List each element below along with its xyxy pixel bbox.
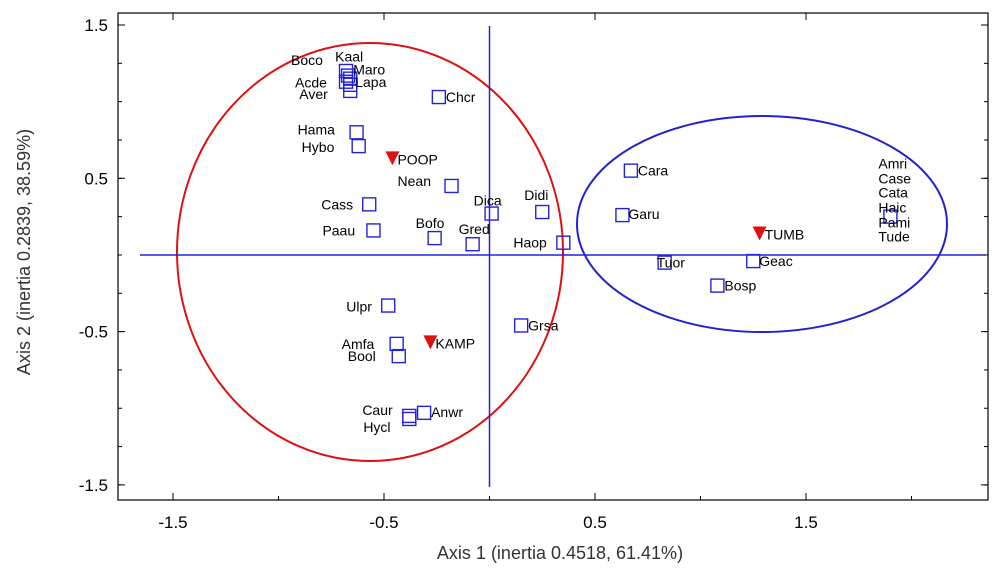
point-marker xyxy=(391,348,406,364)
point-marker xyxy=(484,206,499,221)
point-marker xyxy=(615,207,630,223)
point-marker xyxy=(535,204,550,220)
point-label: Bosp xyxy=(724,278,756,294)
point-label: Amfa xyxy=(342,336,375,352)
axis-ticks: -1.5-0.50.51.52.51.50.5-0.5-1.5 xyxy=(79,13,1006,532)
point-label: Caur xyxy=(362,402,393,418)
plot-frame xyxy=(117,12,989,501)
point-label: Maro xyxy=(353,62,385,78)
point-marker xyxy=(366,223,381,238)
point-label: Haop xyxy=(513,235,547,251)
point-marker xyxy=(351,138,366,154)
point-label: Gred xyxy=(459,221,490,237)
point-label: Garu xyxy=(628,206,659,222)
data-points xyxy=(338,63,898,427)
point-label: Grsa xyxy=(528,317,559,333)
y-tick-label: -0.5 xyxy=(79,323,108,342)
point-marker xyxy=(710,278,725,293)
point-label: Nean xyxy=(398,173,431,189)
y-tick-label: 1.5 xyxy=(84,16,108,35)
x-tick-label: 0.5 xyxy=(583,513,607,532)
point-marker xyxy=(465,237,480,252)
centroid-marker xyxy=(423,335,438,350)
point-label: Tuor xyxy=(657,255,686,271)
point-marker xyxy=(431,89,447,105)
point-label: Amri xyxy=(878,156,907,172)
point-label: Hycl xyxy=(363,419,390,435)
point-marker xyxy=(416,405,432,421)
point-marker xyxy=(402,411,417,427)
point-label: Cara xyxy=(638,163,669,179)
point-label: Kaal xyxy=(335,49,363,65)
point-label: Haic xyxy=(878,200,906,216)
point-label: Lapa xyxy=(355,74,386,90)
y-tick-label: 0.5 xyxy=(84,169,108,188)
point-label: Bofo xyxy=(416,215,445,231)
point-marker xyxy=(389,336,404,352)
y-tick-label: -1.5 xyxy=(79,476,108,495)
x-tick-label: -0.5 xyxy=(369,513,398,532)
group-ellipses xyxy=(176,42,948,462)
point-label: Tude xyxy=(878,229,910,245)
centroid-marker xyxy=(385,151,400,166)
point-label: Chcr xyxy=(446,89,476,105)
blue-group-ellipse xyxy=(576,115,948,333)
point-label: Aver xyxy=(299,86,328,102)
point-marker xyxy=(338,63,354,79)
point-label: Acde xyxy=(295,75,327,91)
point-marker xyxy=(623,163,639,178)
point-marker xyxy=(349,125,364,140)
point-label: Geac xyxy=(759,253,792,269)
point-marker xyxy=(338,74,354,89)
point-marker xyxy=(402,408,417,424)
point-marker xyxy=(883,209,898,224)
centroid-label: TUMB xyxy=(765,226,805,242)
point-label: Didi xyxy=(524,187,548,203)
point-marker xyxy=(657,255,672,270)
point-label: Dica xyxy=(474,193,502,209)
red-group-ellipse xyxy=(176,42,564,462)
point-label: Boco xyxy=(291,52,323,68)
x-tick-label: 1.5 xyxy=(794,513,818,532)
reference-lines xyxy=(140,26,985,487)
plot-frame-layer xyxy=(117,12,989,501)
x-tick-label: -1.5 xyxy=(158,513,187,532)
point-marker xyxy=(343,83,358,99)
point-label: Ulpr xyxy=(346,299,372,315)
point-label: Hybo xyxy=(302,139,335,155)
point-label: Paau xyxy=(322,222,355,238)
point-marker xyxy=(556,235,571,250)
point-label: Case xyxy=(878,171,911,187)
point-label: Cass xyxy=(321,196,353,212)
point-marker xyxy=(381,298,396,313)
point-marker xyxy=(427,230,442,246)
y-axis-title: Axis 2 (inertia 0.2839, 38.59%) xyxy=(14,129,34,375)
centroid-label: POOP xyxy=(397,151,437,167)
point-label: Hama xyxy=(298,121,336,137)
point-label: Bool xyxy=(348,348,376,364)
point-marker xyxy=(444,178,459,194)
x-axis-title: Axis 1 (inertia 0.4518, 61.41%) xyxy=(437,543,683,563)
centroid-label: KAMP xyxy=(435,335,475,351)
point-label: Cata xyxy=(878,185,908,201)
point-marker xyxy=(362,197,377,212)
centroid-marker xyxy=(752,226,767,241)
point-label: Pami xyxy=(878,215,910,231)
point-marker xyxy=(746,253,761,269)
point-marker xyxy=(513,318,529,333)
point-label: Anwr xyxy=(431,404,463,420)
